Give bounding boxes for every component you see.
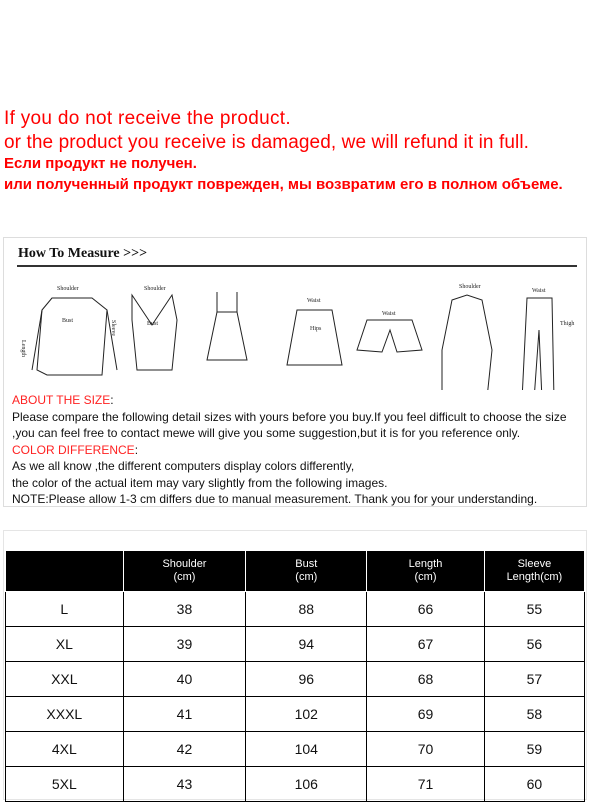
info-text: ,you can feel free to contact mewe will … [12, 426, 521, 440]
value-cell: 39 [122, 626, 247, 662]
info-text: the color of the actual item may vary sl… [12, 475, 388, 490]
how-to-measure-panel: How To Measure >>> Shoulder Bust Shoulde… [3, 237, 587, 507]
label-shoulder: Shoulder [57, 286, 79, 292]
value-cell: 67 [366, 626, 485, 662]
size-info: ABOUT THE SIZE: Please compare the follo… [12, 393, 567, 506]
value-cell: 58 [483, 696, 586, 732]
header-text: Length [408, 558, 443, 570]
value-cell: 42 [122, 731, 247, 767]
color-difference-title: COLOR DIFFERENCE [12, 442, 135, 457]
header-text: Shoulder [162, 558, 207, 570]
size-chart-table: Shoulder (cm) Bust (cm) Length (cm) Sleeve Leng… [5, 550, 586, 802]
value-cell: 96 [245, 661, 368, 697]
size-cell: 4XL [5, 731, 124, 767]
size-cell: XXXL [5, 696, 124, 732]
value-cell: 56 [483, 626, 586, 662]
table-row: 5XL 43 106 71 60 [5, 766, 586, 802]
label-shoulder: Shoulder [459, 284, 481, 290]
value-cell: 106 [245, 766, 368, 802]
value-cell: 102 [245, 696, 368, 732]
label-hips: Hips [310, 326, 322, 332]
value-cell: 60 [483, 766, 586, 802]
size-cell: XXL [5, 661, 124, 697]
label-sleeve: Sleeve [110, 320, 116, 336]
label-shoulder: Shoulder [144, 286, 166, 292]
label-waist: Waist [307, 298, 321, 304]
label-thigh: Thigh [560, 321, 574, 327]
value-cell: 43 [122, 766, 247, 802]
column-header: Length (cm) [366, 550, 485, 592]
column-header: Shoulder (cm) [122, 550, 247, 592]
value-cell: 70 [366, 731, 485, 767]
column-header [5, 550, 124, 592]
value-cell: 69 [366, 696, 485, 732]
value-cell: 104 [245, 731, 368, 767]
notice-line: If you do not receive the product. [4, 108, 291, 129]
value-cell: 55 [483, 591, 586, 627]
header-text: Bust [295, 558, 318, 570]
table-row: L 38 88 66 55 [5, 591, 586, 627]
size-cell: L [5, 591, 124, 627]
header-text: Sleeve [517, 558, 552, 570]
table-row: 4XL 42 104 70 59 [5, 731, 586, 767]
header-text: Length(cm) [506, 571, 563, 583]
size-cell: XL [5, 626, 124, 662]
notice-line: или полученный продукт поврежден, мы воз… [4, 176, 563, 193]
label-bust: Bust [147, 321, 158, 327]
value-cell: 41 [122, 696, 247, 732]
label-waist: Waist [382, 311, 396, 317]
header-text: (cm) [173, 571, 196, 583]
notice-line: or the product you receive is damaged, w… [4, 132, 530, 153]
value-cell: 38 [122, 591, 247, 627]
divider [17, 265, 577, 267]
about-size-title: ABOUT THE SIZE [12, 393, 111, 407]
value-cell: 40 [122, 661, 247, 697]
header-text: (cm) [414, 571, 437, 583]
value-cell: 66 [366, 591, 485, 627]
column-header: Sleeve Length(cm) [483, 550, 586, 592]
size-cell: 5XL [5, 766, 124, 802]
value-cell: 94 [245, 626, 368, 662]
value-cell: 57 [483, 661, 586, 697]
info-note: NOTE:Please allow 1-3 cm differs due to … [12, 492, 538, 506]
table-row: XL 39 94 67 56 [5, 626, 586, 662]
column-header: Bust (cm) [245, 550, 368, 592]
table-row: XXL 40 96 68 57 [5, 661, 586, 697]
notice-line: Если продукт не получен. [4, 155, 197, 172]
info-text: Please compare the following detail size… [12, 409, 567, 424]
value-cell: 59 [483, 731, 586, 767]
label-length: Length [20, 340, 26, 357]
table-row: XXXL 41 102 69 58 [5, 696, 586, 732]
label-waist: Waist [532, 288, 546, 294]
value-cell: 68 [366, 661, 485, 697]
value-cell: 88 [245, 591, 368, 627]
garment-measure-illustration: Shoulder Bust Shoulder Bust Waist Hips W… [20, 284, 574, 390]
info-text: As we all know ,the different computers … [12, 459, 355, 473]
how-to-measure-title: How To Measure >>> [18, 246, 148, 261]
header-text: (cm) [295, 571, 318, 583]
label-bust: Bust [62, 318, 73, 324]
value-cell: 71 [366, 766, 485, 802]
